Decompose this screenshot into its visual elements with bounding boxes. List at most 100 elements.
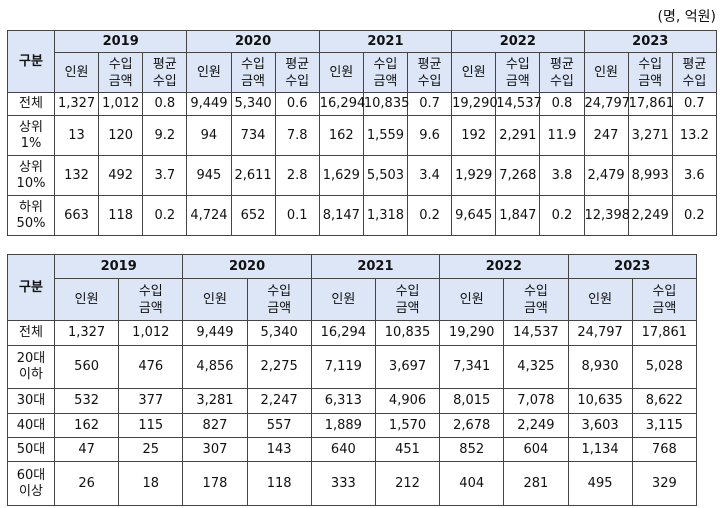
cell-value: 5,503 [362, 155, 409, 196]
row-label: 60대 이상 [7, 461, 55, 506]
corner-header: 구분 [7, 30, 55, 93]
cell-value: 3,271 [627, 115, 673, 156]
cell-value: 1,559 [362, 115, 409, 156]
cell-value: 162 [53, 413, 120, 438]
cell-value: 5,340 [246, 320, 312, 346]
cell-value: 9,449 [182, 320, 248, 346]
sub-header: 인원 [310, 278, 376, 321]
cell-value: 162 [318, 115, 364, 156]
cell-value: 212 [374, 461, 441, 506]
cell-value: 8,622 [631, 388, 698, 414]
cell-value: 2,479 [583, 155, 629, 196]
sub-header: 인원 [567, 278, 633, 321]
cell-value: 3.6 [671, 155, 718, 196]
sub-header: 수입 금액 [631, 278, 698, 321]
cell-value: 852 [439, 437, 505, 462]
cell-value: 2,275 [246, 345, 312, 389]
cell-value: 768 [631, 437, 698, 462]
cell-value: 2,291 [495, 115, 541, 156]
cell-value: 1,318 [362, 195, 409, 236]
year-header: 2020 [186, 30, 320, 53]
cell-value: 1,134 [567, 437, 633, 462]
row-label: 전체 [7, 320, 55, 346]
cell-value: 192 [451, 115, 497, 156]
year-header: 2019 [53, 254, 184, 279]
cell-value: 10,835 [374, 320, 441, 346]
cell-value: 2,247 [246, 388, 312, 414]
cell-value: 3.4 [406, 155, 453, 196]
table-row: 하위 50% 663 118 0.2 4,724 652 0.1 8,147 1,318 0.2 9… [7, 195, 718, 236]
cell-value: 4,325 [503, 345, 569, 389]
cell-value: 6,313 [310, 388, 376, 414]
cell-value: 451 [374, 437, 441, 462]
cell-value: 329 [631, 461, 698, 506]
cell-value: 11.9 [539, 115, 585, 156]
cell-value: 3,697 [374, 345, 441, 389]
cell-value: 7.8 [274, 115, 320, 156]
cell-value: 94 [186, 115, 232, 156]
cell-value: 1,629 [318, 155, 364, 196]
cell-value: 115 [118, 413, 184, 438]
cell-value: 10,635 [567, 388, 633, 414]
year-header: 2023 [583, 30, 717, 53]
year-header: 2023 [567, 254, 697, 279]
cell-value: 281 [503, 461, 569, 506]
cell-value: 0.1 [274, 195, 320, 236]
cell-value: 7,119 [310, 345, 376, 389]
cell-value: 8,930 [567, 345, 633, 389]
cell-value: 247 [583, 115, 629, 156]
cell-value: 17,861 [631, 320, 698, 346]
cell-value: 9,449 [186, 92, 232, 116]
row-label: 50대 [7, 437, 55, 462]
cell-value: 640 [310, 437, 376, 462]
cell-value: 3.7 [142, 155, 188, 196]
sub-header: 수입 금액 [246, 278, 312, 321]
table-row: 전체 1,327 1,012 9,449 5,340 16,294 10,835 19,290… [7, 320, 698, 346]
cell-value: 1,847 [495, 195, 541, 236]
year-header: 2021 [318, 30, 453, 53]
cell-value: 3,603 [567, 413, 633, 438]
sub-header: 평균 수입 [142, 52, 188, 93]
cell-value: 10,835 [362, 92, 409, 116]
cell-value: 945 [186, 155, 232, 196]
sub-header: 인원 [53, 52, 100, 93]
cell-value: 604 [503, 437, 569, 462]
cell-value: 1,012 [98, 92, 144, 116]
cell-value: 26 [53, 461, 120, 506]
cell-value: 495 [567, 461, 633, 506]
cell-value: 14,537 [495, 92, 542, 116]
year-header: 2020 [182, 254, 312, 279]
cell-value: 1,327 [53, 320, 120, 346]
cell-value: 4,856 [182, 345, 248, 389]
cell-value: 1,889 [310, 413, 376, 438]
cell-value: 307 [182, 437, 248, 462]
table-row: 50대 47 25 307 143 640 451 852 604 1,134 768 [7, 437, 698, 462]
sub-header: 인원 [182, 278, 248, 321]
cell-value: 24,797 [583, 92, 630, 116]
cell-value: 3.8 [539, 155, 585, 196]
cell-value: 47 [53, 437, 120, 462]
row-label: 40대 [7, 413, 55, 438]
sub-header: 수입 금액 [362, 52, 409, 93]
table-row: 전체 1,327 1,012 0.8 9,449 5,340 0.6 16,294 10,835… [7, 92, 718, 116]
cell-value: 0.2 [406, 195, 453, 236]
cell-value: 0.2 [539, 195, 585, 236]
income-by-percentile-table: 구분 2019 2020 2021 2022 2023 인원 수입 금액 평균 수입 인원 수입 금… [7, 30, 718, 236]
cell-value: 13 [53, 115, 100, 156]
row-label: 30대 [7, 388, 55, 414]
sub-header: 인원 [451, 52, 497, 93]
cell-value: 178 [182, 461, 248, 506]
cell-value: 0.8 [539, 92, 585, 116]
sub-header: 인원 [318, 52, 364, 93]
cell-value: 1,012 [118, 320, 184, 346]
cell-value: 7,078 [503, 388, 569, 414]
cell-value: 1,929 [451, 155, 497, 196]
cell-value: 560 [53, 345, 120, 389]
cell-value: 4,906 [374, 388, 441, 414]
cell-value: 8,993 [627, 155, 673, 196]
cell-value: 8,015 [439, 388, 505, 414]
cell-value: 9.2 [142, 115, 188, 156]
sub-header: 수입 금액 [374, 278, 441, 321]
table-row: 상위 1% 13 120 9.2 94 734 7.8 162 1,559 9.6 192 2,291… [7, 115, 718, 156]
cell-value: 16,294 [318, 92, 365, 116]
